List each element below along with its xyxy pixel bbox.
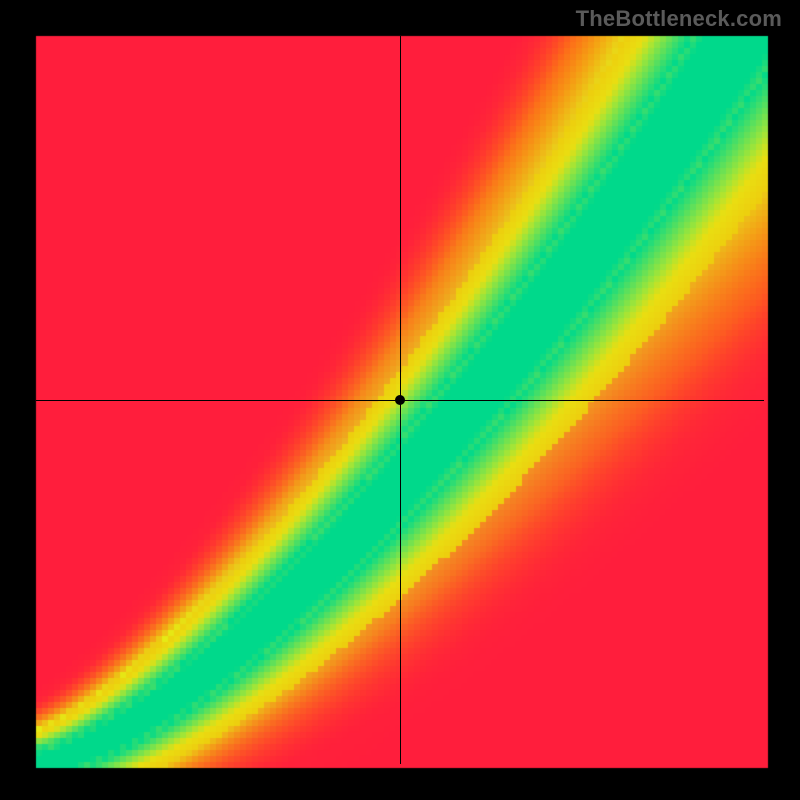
watermark-text: TheBottleneck.com xyxy=(576,6,782,32)
chart-wrap: TheBottleneck.com xyxy=(0,0,800,800)
crosshair-dot xyxy=(395,395,405,405)
